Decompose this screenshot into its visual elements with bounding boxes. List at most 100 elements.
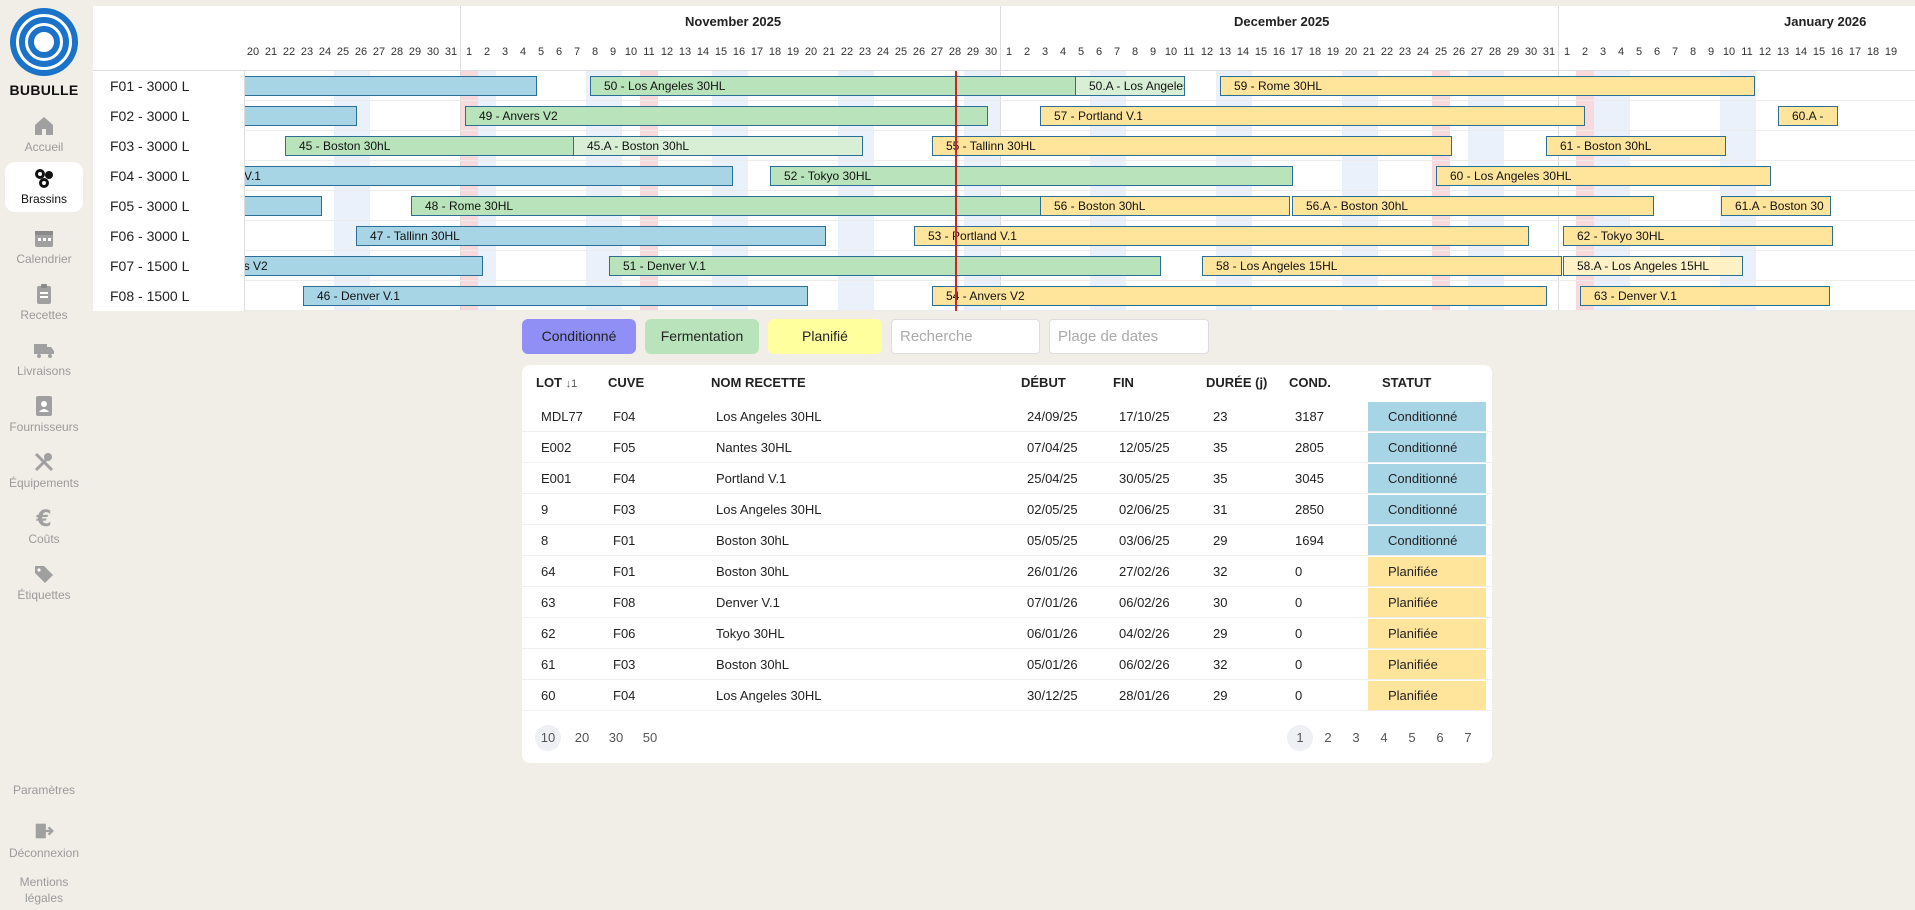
table-row[interactable]: 60 F04 Los Angeles 30HL 30/12/25 28/01/26 29 0… [522, 680, 1492, 711]
day-label: 15 [714, 46, 728, 58]
page-2[interactable]: 2 [1324, 730, 1332, 745]
th-statut[interactable]: STATUT [1382, 375, 1432, 390]
table-row[interactable]: 9 F03 Los Angeles 30HL 02/05/25 02/06/25 31 28… [522, 494, 1492, 525]
batch-bar[interactable]: 56.A - Boston 30hL [1292, 196, 1654, 216]
nav-equipements[interactable]: Équipements [5, 446, 83, 496]
batch-bar[interactable]: 50.A - Los Angeles [1075, 76, 1185, 96]
date-range-input[interactable]: Plage de dates [1049, 319, 1209, 354]
weekend-shade [1612, 71, 1630, 311]
cell-fin: 04/02/26 [1119, 626, 1170, 641]
th-debut[interactable]: DÉBUT [1021, 375, 1066, 390]
nav-fournisseurs[interactable]: Fournisseurs [5, 390, 83, 440]
table-row[interactable]: 64 F01 Boston 30hL 26/01/26 27/02/26 32 0 Plani… [522, 556, 1492, 587]
th-cond[interactable]: COND. [1289, 375, 1331, 390]
legend-conditionne-chip[interactable]: Conditionné [522, 319, 636, 354]
batch-bar[interactable]: 48 - Rome 30HL [411, 196, 1066, 216]
nav-accueil[interactable]: Accueil [5, 110, 83, 160]
day-label: 5 [1077, 46, 1085, 58]
bubbles-icon [35, 169, 53, 188]
cell-fin: 12/05/25 [1119, 440, 1170, 455]
page-7[interactable]: 7 [1464, 730, 1472, 745]
day-label: 25 [894, 46, 908, 58]
page-4[interactable]: 4 [1380, 730, 1388, 745]
batch-bar[interactable]: 62 - Tokyo 30HL [1563, 226, 1833, 246]
batch-bar[interactable]: 54 - Anvers V2 [932, 286, 1547, 306]
cell-lot: MDL77 [541, 409, 583, 424]
table-row[interactable]: 62 F06 Tokyo 30HL 06/01/26 04/02/26 29 0 Planif… [522, 618, 1492, 649]
batch-bar[interactable]: 53 - Portland V.1 [914, 226, 1529, 246]
page-3[interactable]: 3 [1352, 730, 1360, 745]
page-1[interactable]: 1 [1287, 725, 1313, 751]
nav-recettes[interactable]: Recettes [5, 278, 83, 328]
tank-row: F08 - 1500 L [93, 281, 1915, 311]
cell-lot: E002 [541, 440, 572, 455]
day-label: 15 [1812, 46, 1826, 58]
day-label: 24 [1416, 46, 1430, 58]
th-cuve[interactable]: CUVE [608, 375, 645, 390]
batch-bar[interactable]: 58.A - Los Angeles 15HL [1563, 256, 1743, 276]
table-row[interactable]: E002 F05 Nantes 30HL 07/04/25 12/05/25 35 2805… [522, 432, 1492, 463]
batch-bar[interactable]: 51 - Denver V.1 [609, 256, 1161, 276]
table-row[interactable]: 8 F01 Boston 30hL 05/05/25 03/06/25 29 1694 Con… [522, 525, 1492, 556]
batch-bar[interactable]: 60 - Los Angeles 30HL [1436, 166, 1771, 186]
th-recette[interactable]: NOM RECETTE [711, 375, 806, 390]
th-lot[interactable]: LOT ↓1 [536, 375, 578, 390]
th-duree[interactable]: DURÉE (j) [1206, 375, 1268, 390]
page-size-50[interactable]: 50 [642, 730, 658, 745]
weekend-shade [1108, 71, 1126, 311]
page-size-10[interactable]: 10 [535, 725, 561, 751]
status-badge: Planifiée [1368, 588, 1486, 617]
logout-link[interactable]: Déconnexion [0, 820, 88, 860]
batch-bar[interactable]: 50 - Los Angeles 30HL [590, 76, 1078, 96]
status-badge: Conditionné [1368, 495, 1486, 524]
th-fin[interactable]: FIN [1113, 375, 1134, 390]
day-label: 19 [1326, 46, 1340, 58]
batch-bar[interactable]: 56 - Boston 30hL [1040, 196, 1290, 216]
batch-bar[interactable]: 47 - Tallinn 30HL [356, 226, 826, 246]
page-5[interactable]: 5 [1408, 730, 1416, 745]
tank-row: F04 - 3000 L [93, 161, 1915, 191]
batch-bar[interactable]: 57 - Portland V.1 [1040, 106, 1585, 126]
page-size-30[interactable]: 30 [608, 730, 624, 745]
batch-bar[interactable]: 63 - Denver V.1 [1580, 286, 1830, 306]
search-input[interactable]: Recherche [891, 319, 1040, 354]
table-row[interactable]: MDL77 F04 Los Angeles 30HL 24/09/25 17/10/25… [522, 401, 1492, 432]
batch-bar[interactable]: 45 - Boston 30hL [285, 136, 575, 156]
table-row[interactable]: 63 F08 Denver V.1 07/01/26 06/02/26 30 0 Planif… [522, 587, 1492, 618]
batch-bar[interactable]: 61.A - Boston 30 [1721, 196, 1831, 216]
batch-bar[interactable]: 59 - Rome 30HL [1220, 76, 1755, 96]
legend-planifie-chip[interactable]: Planifié [768, 319, 882, 354]
cell-lot: 9 [541, 502, 549, 517]
nav-etiquettes[interactable]: Étiquettes [5, 558, 83, 608]
weekend-shade [838, 71, 856, 311]
page-size-20[interactable]: 20 [574, 730, 590, 745]
batch-bar[interactable]: 49 - Anvers V2 [465, 106, 988, 126]
table-row[interactable]: E001 F04 Portland V.1 25/04/25 30/05/25 35 304… [522, 463, 1492, 494]
batch-bar[interactable]: 58 - Los Angeles 15HL [1202, 256, 1562, 276]
nav-couts[interactable]: € Coûts [28, 507, 60, 546]
settings-link[interactable]: Paramètres [12, 783, 76, 797]
nav-calendrier[interactable]: Calendrier [5, 222, 83, 272]
batch-bar[interactable]: 46 - Denver V.1 [303, 286, 808, 306]
batch-bar[interactable]: 61 - Boston 30hL [1546, 136, 1726, 156]
status-badge: Conditionné [1368, 402, 1486, 431]
cell-cuve: F03 [613, 502, 636, 517]
table-row[interactable]: 61 F03 Boston 30hL 05/01/26 06/02/26 32 0 Plani… [522, 649, 1492, 680]
nav-brassins[interactable]: Brassins [5, 162, 83, 212]
tank-label: F06 - 3000 L [93, 221, 245, 251]
month-separator [1558, 6, 1559, 311]
contact-card-icon [36, 396, 52, 416]
batch-bar[interactable]: 45.A - Boston 30hL [573, 136, 863, 156]
tank-label: F01 - 3000 L [93, 71, 245, 101]
day-label: 24 [876, 46, 890, 58]
cell-fin: 28/01/26 [1119, 688, 1170, 703]
bubulle-logo[interactable]: BUBULLE [9, 8, 79, 98]
nav-livraisons[interactable]: Livraisons [5, 334, 83, 384]
batch-bar[interactable]: 55 - Tallinn 30HL [932, 136, 1452, 156]
legend-fermentation-chip[interactable]: Fermentation [645, 319, 759, 354]
page-6[interactable]: 6 [1436, 730, 1444, 745]
batch-bar[interactable]: 52 - Tokyo 30HL [770, 166, 1293, 186]
legal-link[interactable]: Mentions légales [19, 875, 69, 905]
cell-cuve: F05 [613, 440, 636, 455]
batch-bar[interactable]: 60.A - [1778, 106, 1838, 126]
